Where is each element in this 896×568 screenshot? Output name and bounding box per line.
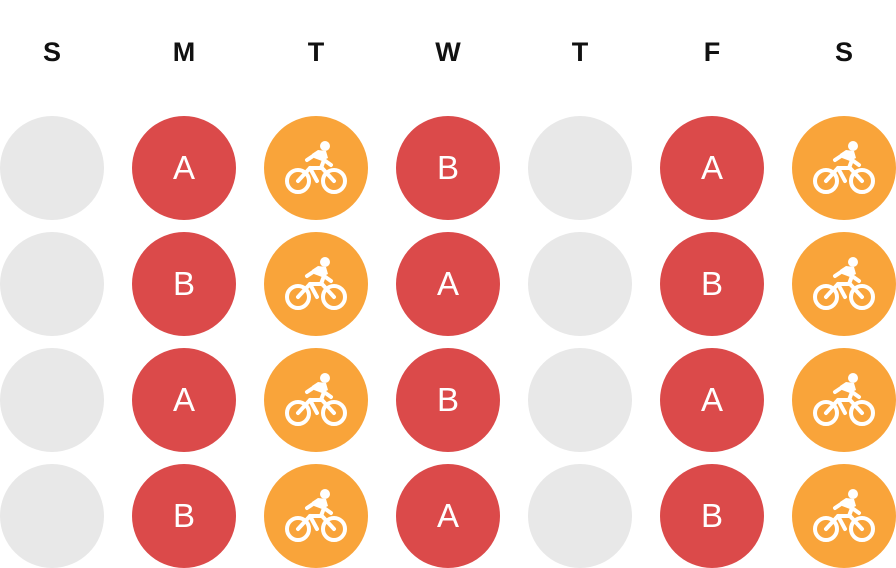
bicycle-icon [813,141,875,194]
empty-day-cell[interactable] [0,348,104,452]
workout-label: A [436,497,459,534]
workout-day-cell[interactable]: A [396,232,500,336]
workout-label: B [172,265,195,302]
cycling-day-cell[interactable] [792,464,896,568]
empty-day-cell[interactable] [0,232,104,336]
workout-label: B [700,497,723,534]
workout-day-cell[interactable]: A [660,348,764,452]
schedule-grid: A B A B A B A [0,116,896,568]
workout-label: A [172,381,195,418]
bicycle-icon [285,489,347,542]
empty-day-cell[interactable] [0,116,104,220]
workout-label: B [436,149,459,186]
day-label: S [42,37,61,67]
cycling-day-cell[interactable] [792,348,896,452]
workout-day-cell[interactable]: B [396,348,500,452]
day-label: M [172,37,196,67]
workout-day-cell[interactable]: A [396,464,500,568]
workout-label: A [700,381,723,418]
workout-day-cell[interactable]: B [660,464,764,568]
workout-label: A [700,149,723,186]
bicycle-icon [813,257,875,310]
bicycle-icon [285,141,347,194]
cycling-day-cell[interactable] [792,232,896,336]
workout-label: A [172,149,195,186]
cycling-day-cell[interactable] [792,116,896,220]
workout-label: B [700,265,723,302]
cycling-day-cell[interactable] [264,464,368,568]
cycling-day-cell[interactable] [264,116,368,220]
workout-day-cell[interactable]: B [132,232,236,336]
empty-day-cell[interactable] [528,116,632,220]
day-label: S [834,37,853,67]
workout-label: B [172,497,195,534]
bicycle-icon [813,489,875,542]
workout-day-cell[interactable]: A [132,348,236,452]
day-label: F [703,37,721,67]
day-label: T [571,37,589,67]
workout-day-cell[interactable]: B [132,464,236,568]
empty-day-cell[interactable] [528,232,632,336]
workout-day-cell[interactable]: A [132,116,236,220]
workout-label: B [436,381,459,418]
day-label: T [307,37,325,67]
cycling-day-cell[interactable] [264,348,368,452]
empty-day-cell[interactable] [528,348,632,452]
empty-day-cell[interactable] [528,464,632,568]
bicycle-icon [285,257,347,310]
cycling-day-cell[interactable] [264,232,368,336]
bicycle-icon [813,373,875,426]
workout-day-cell[interactable]: A [660,116,764,220]
empty-day-cell[interactable] [0,464,104,568]
day-label: W [435,37,461,67]
bicycle-icon [285,373,347,426]
workout-day-cell[interactable]: B [396,116,500,220]
workout-day-cell[interactable]: B [660,232,764,336]
workout-label: A [436,265,459,302]
